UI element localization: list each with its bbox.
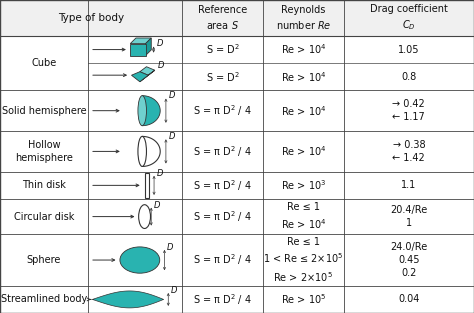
- Polygon shape: [130, 38, 151, 44]
- Text: $D$: $D$: [153, 198, 161, 210]
- Text: 1.05: 1.05: [398, 44, 419, 54]
- Text: $D$: $D$: [156, 167, 164, 178]
- Text: Re > 10$^4$: Re > 10$^4$: [281, 70, 326, 84]
- Text: Solid hemisphere: Solid hemisphere: [1, 106, 86, 116]
- Text: S = π D$^2$ / 4: S = π D$^2$ / 4: [193, 103, 252, 118]
- Text: S = D$^2$: S = D$^2$: [206, 70, 240, 84]
- Polygon shape: [140, 70, 155, 82]
- Text: S = D$^2$: S = D$^2$: [206, 43, 240, 56]
- Text: $D$: $D$: [157, 59, 165, 70]
- Polygon shape: [142, 136, 160, 167]
- Ellipse shape: [138, 205, 151, 228]
- Polygon shape: [92, 291, 164, 308]
- Polygon shape: [131, 72, 148, 82]
- Bar: [130, 44, 146, 55]
- Text: 0.8: 0.8: [401, 72, 417, 82]
- Text: → 0.42
← 1.17: → 0.42 ← 1.17: [392, 99, 425, 122]
- Text: $D$: $D$: [170, 284, 178, 295]
- Text: Re > 10$^4$: Re > 10$^4$: [281, 104, 326, 118]
- Ellipse shape: [138, 136, 146, 167]
- Text: S = π D$^2$ / 4: S = π D$^2$ / 4: [193, 253, 252, 267]
- Text: Re > 10$^3$: Re > 10$^3$: [281, 178, 326, 192]
- Text: S = π D$^2$ / 4: S = π D$^2$ / 4: [193, 292, 252, 307]
- Bar: [0, 0, 474, 36]
- Text: Re ≤ 1
Re > 10$^4$: Re ≤ 1 Re > 10$^4$: [281, 202, 326, 231]
- Text: Re > 10$^4$: Re > 10$^4$: [281, 145, 326, 158]
- Text: 0.04: 0.04: [398, 295, 419, 305]
- Text: $D$: $D$: [168, 130, 176, 141]
- Bar: [145, 173, 149, 198]
- Text: Drag coefficient
$C_D$: Drag coefficient $C_D$: [370, 4, 448, 32]
- Text: Re ≤ 1
1 < Re ≤ 2×10$^5$
Re > 2×10$^5$: Re ≤ 1 1 < Re ≤ 2×10$^5$ Re > 2×10$^5$: [263, 237, 344, 284]
- Text: S = π D$^2$ / 4: S = π D$^2$ / 4: [193, 209, 252, 224]
- Polygon shape: [142, 96, 160, 126]
- Text: S = π D$^2$ / 4: S = π D$^2$ / 4: [193, 178, 252, 193]
- Ellipse shape: [138, 96, 146, 126]
- Text: Thin disk: Thin disk: [22, 180, 66, 190]
- Text: Circular disk: Circular disk: [14, 212, 74, 222]
- Polygon shape: [146, 38, 151, 55]
- Text: → 0.38
← 1.42: → 0.38 ← 1.42: [392, 140, 425, 163]
- Text: Re > 10$^4$: Re > 10$^4$: [281, 43, 326, 56]
- Text: Sphere: Sphere: [27, 255, 61, 265]
- Text: Re > 10$^5$: Re > 10$^5$: [281, 293, 326, 306]
- Circle shape: [120, 247, 160, 273]
- Text: Reynolds
number $Re$: Reynolds number $Re$: [275, 5, 331, 31]
- Text: Streamlined body: Streamlined body: [1, 295, 87, 305]
- Text: 24.0/Re
0.45
0.2: 24.0/Re 0.45 0.2: [390, 242, 428, 278]
- Text: Hollow
hemisphere: Hollow hemisphere: [15, 140, 73, 163]
- Text: 1.1: 1.1: [401, 180, 417, 190]
- Polygon shape: [140, 67, 155, 75]
- Text: 20.4/Re
1: 20.4/Re 1: [390, 205, 428, 228]
- Text: $D$: $D$: [168, 89, 176, 100]
- Text: Type of body: Type of body: [58, 13, 124, 23]
- Text: Reference
area $S$: Reference area $S$: [198, 5, 247, 31]
- Text: S = π D$^2$ / 4: S = π D$^2$ / 4: [193, 144, 252, 159]
- Text: $D$: $D$: [155, 37, 164, 48]
- Text: $D$: $D$: [166, 241, 174, 252]
- Text: Cube: Cube: [31, 58, 56, 68]
